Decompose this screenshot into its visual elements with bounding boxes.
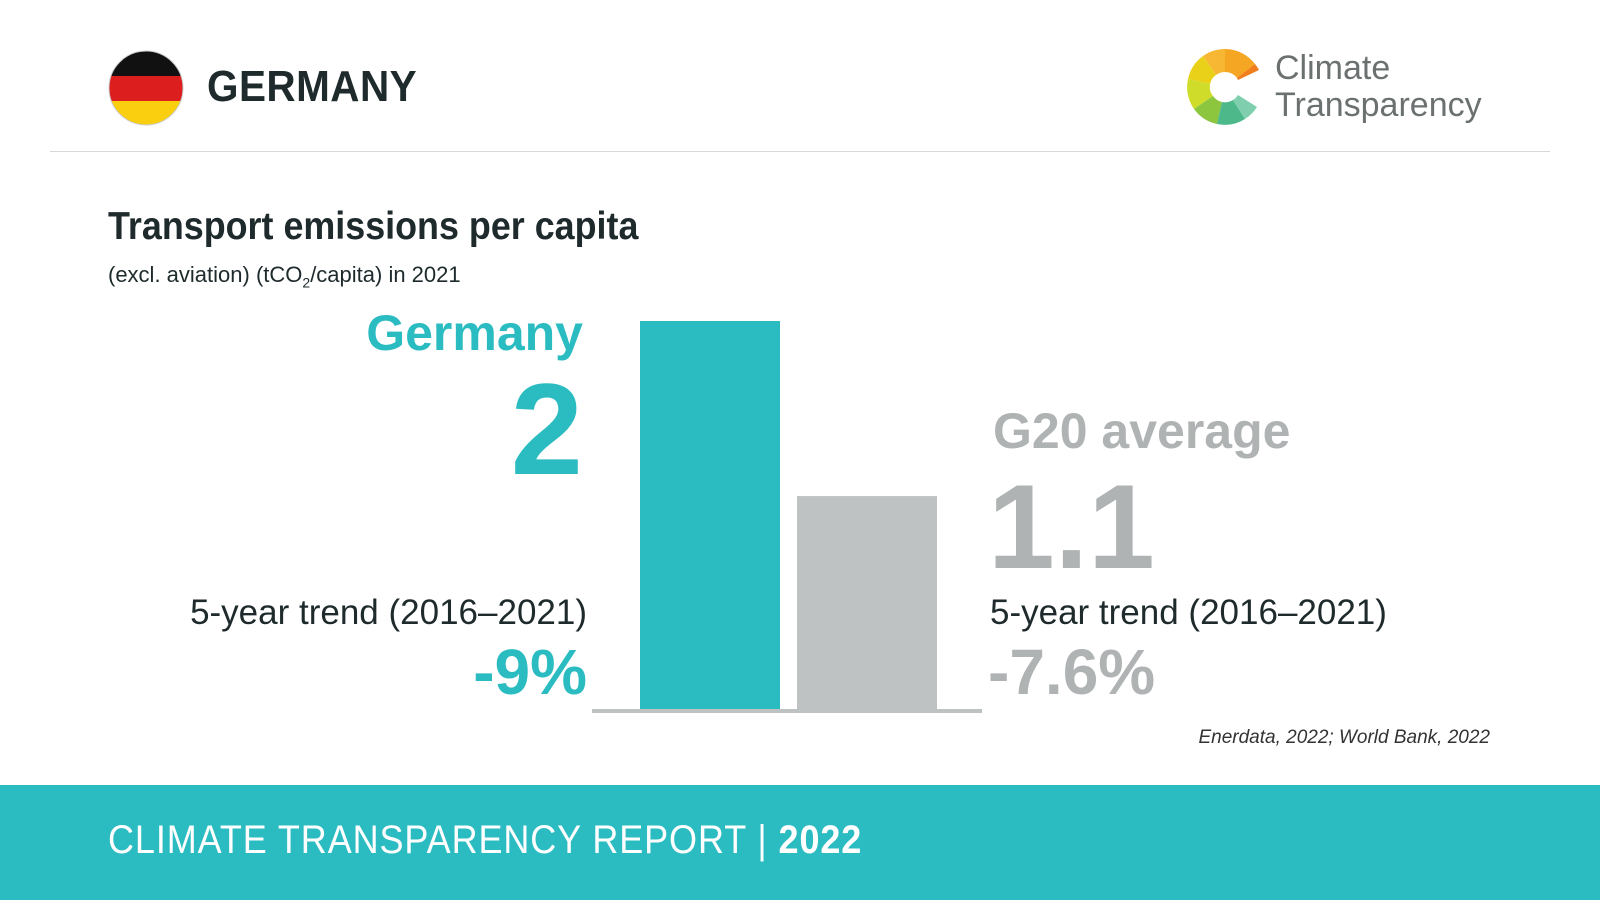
subtitle-text-a: (excl. aviation) (tCO <box>108 262 303 287</box>
chart-title: Transport emissions per capita <box>108 205 639 248</box>
category-label-g20-average: G20 average <box>993 403 1290 459</box>
chart-subtitle: (excl. aviation) (tCO2/capita) in 2021 <box>108 262 461 290</box>
value-label-germany: 2 <box>511 356 583 502</box>
trend-label-g20-average: 5-year trend (2016–2021) <box>990 593 1387 632</box>
footer-year: 2022 <box>778 818 863 862</box>
footer-report-title: CLIMATE TRANSPARENCY REPORT | 2022 <box>108 818 862 863</box>
brand-line-2: Transparency <box>1275 86 1482 124</box>
trend-value-germany: -9% <box>473 636 587 708</box>
germany-flag-icon <box>108 50 184 126</box>
subtitle-text-b: /capita) in 2021 <box>310 262 461 287</box>
bar-germany <box>640 321 780 710</box>
source-note: Enerdata, 2022; World Bank, 2022 <box>1198 727 1490 748</box>
subtitle-subscript: 2 <box>302 274 311 291</box>
header-divider <box>50 151 1550 152</box>
climate-transparency-logo-icon <box>1187 48 1259 125</box>
bar-g20-average <box>797 496 937 710</box>
footer-report-label: CLIMATE TRANSPARENCY REPORT <box>108 818 747 862</box>
category-label-germany: Germany <box>366 305 583 361</box>
footer-bar <box>0 785 1600 900</box>
trend-label-germany: 5-year trend (2016–2021) <box>190 593 587 632</box>
chart-baseline <box>592 709 982 713</box>
footer-separator: | <box>757 818 768 862</box>
brand-line-1: Climate <box>1275 49 1391 87</box>
brand-name: Climate Transparency <box>1275 50 1482 124</box>
trend-value-g20-average: -7.6% <box>988 636 1155 708</box>
country-title: GERMANY <box>207 62 418 111</box>
value-label-g20-average: 1.1 <box>988 460 1155 594</box>
